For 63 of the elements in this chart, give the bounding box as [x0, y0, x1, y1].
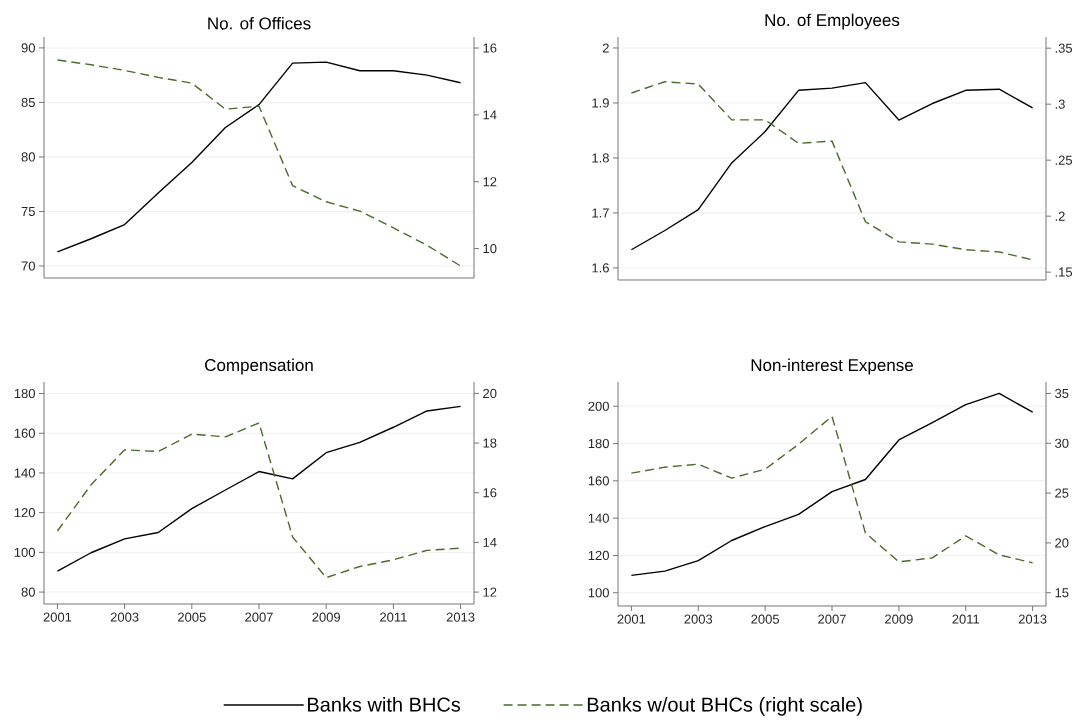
chart-title: No. of Employees [765, 13, 900, 30]
y2-tick-label: 16 [483, 488, 497, 498]
chart-title: Compensation [205, 358, 313, 375]
y2-tick-label: .35 [1055, 43, 1073, 53]
y2-tick-label: 25 [1055, 488, 1069, 498]
y2-tick-label: 10 [483, 243, 497, 254]
y2-tick-label: 30 [1055, 438, 1069, 448]
y2-tick-label: 12 [483, 177, 497, 187]
y-tick-label: 100 [14, 547, 35, 557]
x-tick-label: 2007 [818, 614, 846, 624]
y-tick-label: 120 [14, 508, 35, 518]
y-tick-label: 70 [21, 261, 35, 271]
y-tick-label: 1.9 [592, 98, 609, 108]
x-tick-label: 2005 [178, 612, 206, 622]
legend-label: Banks with BHCs [308, 697, 461, 712]
y2-tick-label: 18 [483, 438, 497, 448]
y2-tick-label: 16 [483, 43, 497, 53]
x-tick-label: 2005 [751, 614, 780, 624]
x-tick-label: 2011 [380, 612, 407, 622]
y-tick-label: 200 [588, 401, 609, 411]
chart-title: Non-interest Expense [751, 358, 913, 375]
y2-tick-label: 35 [1055, 388, 1069, 399]
x-tick-label: 2001 [617, 614, 646, 624]
x-tick-label: 2003 [684, 614, 713, 624]
y-tick-label: 85 [21, 97, 35, 108]
y2-tick-label: 15 [1055, 588, 1069, 598]
x-tick-label: 2013 [446, 612, 475, 622]
y-tick-label: 160 [588, 476, 609, 486]
y-tick-label: 180 [14, 388, 35, 399]
y-tick-label: 80 [21, 587, 35, 597]
y-tick-label: 75 [21, 206, 35, 217]
x-tick-label: 2009 [885, 614, 913, 624]
y2-tick-label: .15 [1055, 267, 1073, 277]
y-tick-label: 180 [588, 438, 609, 449]
x-tick-label: 2013 [1018, 614, 1047, 624]
y-tick-label: 1.6 [592, 263, 609, 273]
y2-tick-label: 12 [483, 587, 497, 597]
x-tick-label: 2009 [312, 612, 341, 622]
y2-tick-label: 20 [1055, 538, 1069, 548]
y2-tick-label: .2 [1055, 211, 1065, 221]
line-series [630, 392, 1034, 577]
legend-label: Banks w/out BHCs (right scale) [587, 697, 862, 716]
x-tick-label: 2003 [110, 612, 139, 622]
y-tick-label: 120 [588, 550, 609, 561]
y-tick-label: 90 [21, 43, 35, 53]
y-tick-label: 2 [602, 43, 609, 53]
x-tick-label: 2001 [43, 612, 72, 622]
y-tick-label: 100 [588, 588, 609, 598]
y2-tick-label: 20 [483, 388, 497, 399]
y2-tick-label: .25 [1055, 155, 1073, 165]
x-tick-label: 2011 [952, 614, 980, 624]
y-tick-label: 140 [14, 468, 35, 478]
y-tick-label: 80 [21, 152, 35, 162]
y-tick-label: 1.8 [592, 153, 609, 163]
y2-tick-label: 14 [483, 537, 497, 547]
y2-tick-label: 14 [483, 110, 497, 120]
y-tick-label: 140 [588, 513, 609, 523]
x-tick-label: 2007 [245, 612, 273, 622]
line-series [630, 415, 1034, 564]
y-tick-label: 160 [14, 428, 35, 438]
y-tick-label: 1.7 [592, 208, 609, 218]
y2-tick-label: .3 [1055, 99, 1065, 109]
chart-title: No. of Offices [208, 16, 311, 30]
